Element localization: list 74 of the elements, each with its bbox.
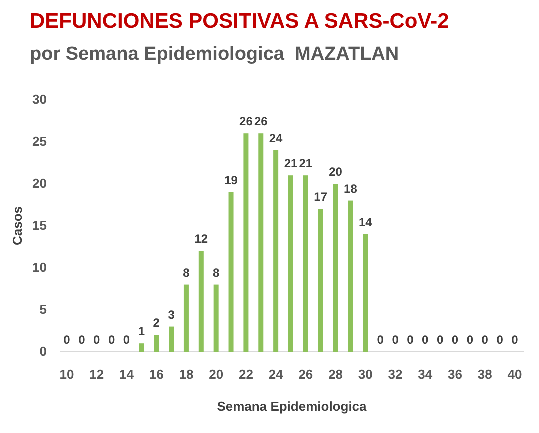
data-label: 0 xyxy=(452,333,459,347)
x-tick-label: 26 xyxy=(298,367,314,382)
x-tick-label: 40 xyxy=(508,367,522,382)
bar xyxy=(258,134,264,352)
data-label: 0 xyxy=(436,333,444,347)
x-tick-label: 16 xyxy=(149,367,164,382)
data-label: 18 xyxy=(344,182,358,196)
x-tick-label: 10 xyxy=(60,367,74,382)
data-label: 0 xyxy=(78,333,86,347)
y-tick-label: 20 xyxy=(32,176,47,192)
data-label: 0 xyxy=(496,333,504,347)
y-tick-label: 25 xyxy=(32,134,47,150)
data-label: 24 xyxy=(269,131,284,146)
data-label: 3 xyxy=(168,308,176,322)
data-label: 0 xyxy=(64,333,71,347)
bar xyxy=(318,209,324,352)
data-label: 0 xyxy=(422,333,430,347)
bar xyxy=(198,251,204,352)
data-label: 0 xyxy=(377,333,384,347)
bar xyxy=(244,134,249,352)
x-tick-label: 36 xyxy=(448,367,462,382)
data-label: 0 xyxy=(482,333,489,347)
x-tick-label: 38 xyxy=(478,367,492,382)
bar xyxy=(363,234,368,352)
data-label: 12 xyxy=(194,232,208,246)
x-axis-title: Semana Epidemiologica xyxy=(217,399,368,414)
data-label: 14 xyxy=(358,215,373,230)
bar xyxy=(348,200,354,352)
x-tick-label: 30 xyxy=(358,367,373,382)
x-tick-label: 28 xyxy=(328,367,344,382)
bar xyxy=(169,326,174,352)
data-label: 0 xyxy=(466,333,474,347)
data-label: 19 xyxy=(224,173,238,188)
data-label: 1 xyxy=(138,324,146,339)
y-tick-label: 0 xyxy=(40,344,47,360)
data-label: 8 xyxy=(212,266,220,280)
chart-title: DEFUNCIONES POSITIVAS A SARS-CoV-2 xyxy=(30,10,450,33)
chart-subtitle: por Semana Epidemiologica MAZATLAN xyxy=(30,44,400,65)
x-tick-label: 12 xyxy=(90,367,104,382)
bar xyxy=(303,176,308,352)
y-tick-label: 15 xyxy=(32,218,47,234)
x-tick-label: 18 xyxy=(179,367,194,382)
bar xyxy=(214,284,219,352)
x-tick-label: 24 xyxy=(268,367,284,382)
bar xyxy=(333,184,338,352)
data-label: 21 xyxy=(299,156,313,171)
y-tick-label: 10 xyxy=(32,260,47,276)
data-label: 0 xyxy=(108,333,116,347)
bar xyxy=(139,344,144,352)
x-tick-label: 32 xyxy=(388,367,403,382)
x-tick-label: 22 xyxy=(238,367,254,382)
x-tick-label: 34 xyxy=(418,367,434,382)
data-label: 8 xyxy=(183,266,190,280)
data-label: 0 xyxy=(512,333,519,347)
data-label: 20 xyxy=(329,165,343,179)
data-label: 0 xyxy=(123,333,130,347)
data-label: 2 xyxy=(153,316,160,330)
data-label: 21 xyxy=(284,156,298,171)
bar xyxy=(154,335,160,352)
bar xyxy=(228,192,234,352)
data-label: 26 xyxy=(254,114,268,129)
data-label: 0 xyxy=(392,333,400,347)
y-tick-label: 5 xyxy=(40,302,47,318)
data-label: 26 xyxy=(240,114,254,129)
bar xyxy=(288,176,294,352)
y-tick-label: 30 xyxy=(32,92,47,108)
x-tick-label: 14 xyxy=(120,367,135,382)
y-axis-title: Casos xyxy=(10,206,25,246)
data-label: 0 xyxy=(407,333,414,347)
bar xyxy=(274,150,279,352)
data-label: 0 xyxy=(94,333,101,347)
bar xyxy=(184,284,189,352)
data-label: 17 xyxy=(314,190,328,204)
x-tick-label: 20 xyxy=(209,367,224,382)
